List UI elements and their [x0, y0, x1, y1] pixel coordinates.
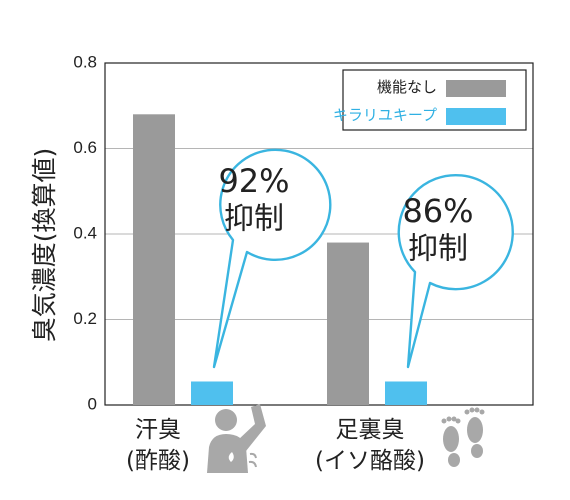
category-label-0-line2: (酢酸)	[126, 448, 190, 474]
annotation-1-text: 抑制	[408, 232, 468, 267]
bars	[133, 114, 427, 406]
bar-0-0	[133, 114, 175, 406]
annotation-bubble-0-outline	[212, 148, 332, 369]
y-tick-label: 0	[88, 394, 97, 413]
category-label-1-line1: 足裏臭	[336, 417, 405, 443]
category-label-1-line2: (イソ酪酸)	[315, 448, 425, 474]
y-axis-ticks: 0 0.2 0.4 0.6 0.8	[73, 52, 97, 413]
y-tick-label: 0.6	[73, 138, 97, 157]
bar-1-0	[327, 242, 369, 405]
annotation-0-text: 抑制	[224, 202, 284, 237]
annotation-bubble-1: 86% 抑制	[397, 173, 514, 369]
y-tick-label: 0.2	[73, 309, 97, 328]
legend-swatch-series-0	[446, 80, 506, 97]
sweating-person-icon	[207, 404, 266, 473]
annotation-1-percent: 86%	[402, 192, 473, 230]
legend-swatch-series-1	[446, 108, 506, 125]
y-tick-label: 0.4	[73, 223, 97, 242]
annotation-0-percent: 92%	[218, 162, 289, 200]
category-label-0-line1: 汗臭	[135, 417, 181, 443]
y-tick-label: 0.8	[73, 52, 97, 71]
annotation-bubble-1-outline	[397, 173, 514, 369]
legend-label-series-0: 機能なし	[377, 78, 437, 96]
legend-label-series-1: キラリユキープ	[333, 106, 437, 124]
bar-1-1	[385, 381, 427, 405]
footprints-icon	[441, 407, 485, 467]
y-axis-title: 臭気濃度(換算値)	[30, 148, 59, 343]
y-axis-title-group: 臭気濃度(換算値)	[30, 148, 59, 343]
bar-0-1	[191, 381, 233, 405]
plot-frame	[104, 62, 534, 406]
legend: 機能なし キラリユキープ	[333, 69, 527, 131]
annotation-bubble-0: 92% 抑制	[212, 148, 332, 369]
